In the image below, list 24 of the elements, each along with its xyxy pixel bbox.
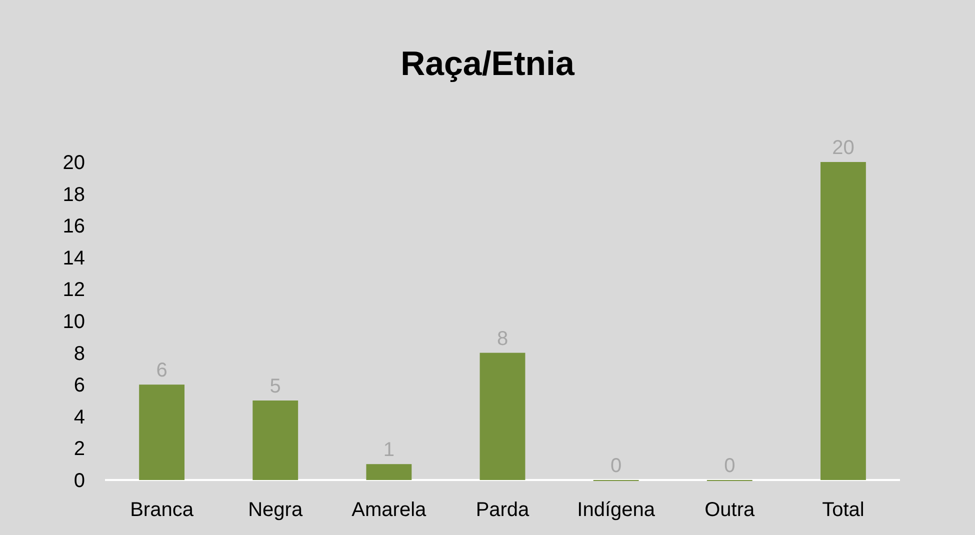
y-tick-label: 14 [62, 247, 85, 270]
x-tick-label: Amarela [352, 499, 428, 521]
x-tick-label: Total [822, 499, 864, 521]
x-tick-label: Parda [476, 499, 530, 521]
y-tick-label: 10 [62, 311, 85, 333]
y-tick-label: 4 [74, 406, 85, 428]
y-tick-label: 2 [74, 438, 85, 460]
x-tick-label: Outra [704, 499, 756, 521]
y-tick-label: 18 [62, 184, 85, 206]
bar [366, 464, 412, 480]
y-tick-label: 8 [74, 342, 85, 365]
bar [820, 162, 866, 480]
y-tick-label: 0 [74, 470, 85, 492]
chart-title: Raça/Etnia [400, 45, 576, 83]
bar [252, 400, 298, 480]
bar [139, 384, 184, 480]
bar [480, 352, 526, 480]
y-tick-label: 12 [62, 279, 85, 302]
x-tick-label: Negra [248, 499, 304, 521]
x-tick-label: Indígena [577, 499, 656, 521]
y-tick-label: 16 [62, 216, 85, 238]
y-tick-label: 20 [62, 152, 85, 174]
x-tick-label: Branca [130, 499, 194, 521]
y-tick-label: 6 [74, 374, 85, 397]
